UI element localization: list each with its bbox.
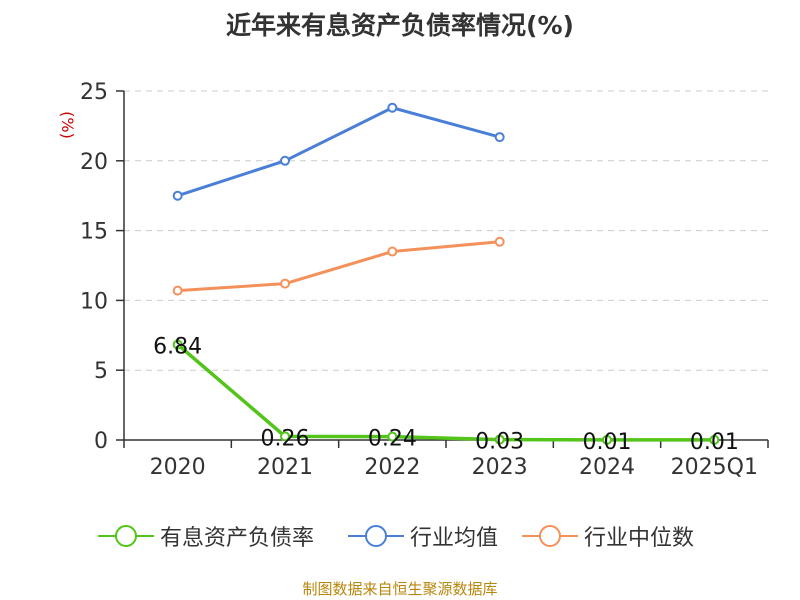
x-tick-label: 2023 (472, 455, 528, 480)
y-tick-label: 5 (94, 359, 108, 384)
data-point (387, 431, 398, 442)
legend-item-industry-mean[interactable]: 行业均值 (348, 522, 499, 551)
axes: 0 5 10 15 20 25 2020 2021 2022 2023 2024 2025Q1 (80, 80, 769, 480)
grid-lines (124, 90, 768, 371)
data-point (280, 431, 290, 442)
data-point (387, 102, 398, 113)
legend-label: 行业均值 (410, 526, 499, 551)
x-tick-label: 2020 (150, 455, 206, 480)
legend-item-industry-median[interactable]: 行业中位数 (522, 522, 695, 551)
series-line (177, 106, 501, 198)
data-label: 0.01 (690, 430, 739, 455)
data-label: 0.03 (475, 430, 524, 455)
data-point (602, 434, 612, 445)
y-tick-label: 0 (94, 429, 108, 454)
x-tick-label: 2021 (257, 455, 313, 480)
x-tick-label: 2024 (579, 455, 635, 480)
legend-marker-green-icon (98, 525, 154, 547)
chart-title: 近年来有息资产负债率情况(%) (226, 11, 574, 40)
data-point (172, 285, 183, 296)
data-labels: 6.84 0.26 0.24 0.03 0.01 0.01 (153, 335, 739, 455)
y-tick-label: 15 (80, 220, 108, 245)
legend-marker-blue-icon (348, 525, 404, 547)
data-point (494, 236, 505, 247)
x-tick-label: 2022 (364, 455, 420, 480)
legend-item-debt-ratio[interactable]: 有息资产负债率 (98, 522, 315, 551)
data-point (172, 190, 183, 201)
data-label: 0.01 (583, 430, 632, 455)
data-point (172, 339, 183, 350)
data-label: 6.84 (153, 335, 202, 360)
data-label: 0.26 (261, 426, 310, 451)
legend-marker-orange-icon (522, 525, 578, 547)
y-tick-label: 20 (80, 150, 108, 175)
series-line (177, 240, 500, 293)
data-point (280, 278, 290, 289)
source-note: 制图数据来自恒生聚源数据库 (302, 580, 498, 598)
legend-label: 有息资产负债率 (160, 526, 315, 551)
data-label: 0.24 (368, 427, 417, 452)
data-point (709, 434, 720, 445)
x-tick-label: 2025Q1 (671, 455, 758, 480)
data-point (494, 434, 505, 445)
y-tick-label: 25 (80, 80, 108, 105)
data-point (387, 246, 398, 257)
legend-label: 行业中位数 (584, 526, 695, 551)
data-point (280, 155, 290, 166)
series-line (176, 343, 715, 442)
y-axis-label: (%) (58, 111, 77, 139)
y-tick-label: 10 (80, 289, 108, 314)
series (172, 102, 720, 445)
data-point (494, 132, 505, 143)
